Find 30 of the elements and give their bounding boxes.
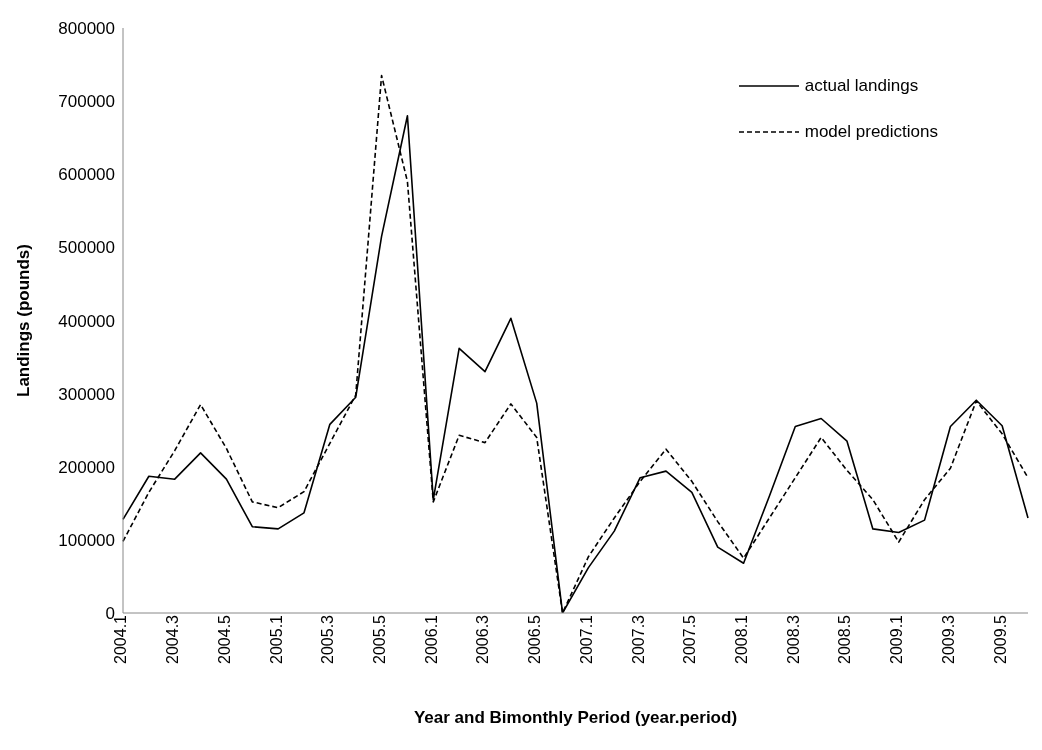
- x-tick-label: 2006.5: [526, 614, 544, 664]
- y-tick-label: 300000: [58, 384, 115, 404]
- x-tick-label: 2009.3: [939, 614, 957, 664]
- x-tick-label: 2007.1: [577, 614, 595, 664]
- x-tick-label: 2009.5: [991, 614, 1009, 664]
- y-axis-title: Landings (pounds): [14, 244, 34, 397]
- x-tick-label: 2006.1: [422, 614, 440, 664]
- y-tick-label: 400000: [58, 311, 115, 331]
- y-tick-label: 700000: [58, 92, 115, 112]
- x-tick-label: 2007.5: [681, 614, 699, 664]
- x-tick-label: 2005.5: [370, 614, 388, 664]
- y-tick-label: 800000: [58, 19, 115, 39]
- x-tick-label: 2009.1: [888, 614, 906, 664]
- legend-label: model predictions: [804, 122, 938, 142]
- x-tick-label: 2004.3: [164, 614, 182, 664]
- x-axis-title: Year and Bimonthly Period (year.period): [413, 708, 738, 727]
- x-tick-label: 2008.1: [732, 614, 750, 664]
- y-tick-label: 600000: [58, 165, 115, 185]
- x-tick-label: 2005.3: [319, 614, 337, 664]
- x-tick-label: 2004.5: [215, 614, 233, 664]
- y-tick-label: 100000: [58, 530, 115, 550]
- y-tick-label: 500000: [58, 238, 115, 258]
- x-tick-label: 2008.5: [836, 614, 854, 664]
- legend-label: actual landings: [804, 76, 919, 96]
- x-tick-label: 2007.3: [629, 614, 647, 664]
- x-tick-label: 2008.3: [784, 614, 802, 664]
- x-tick-label: 2006.3: [474, 614, 492, 664]
- y-tick-label: 200000: [58, 457, 115, 477]
- y-tick-label: 0: [105, 604, 115, 624]
- x-tick-label: 2005.1: [267, 614, 285, 664]
